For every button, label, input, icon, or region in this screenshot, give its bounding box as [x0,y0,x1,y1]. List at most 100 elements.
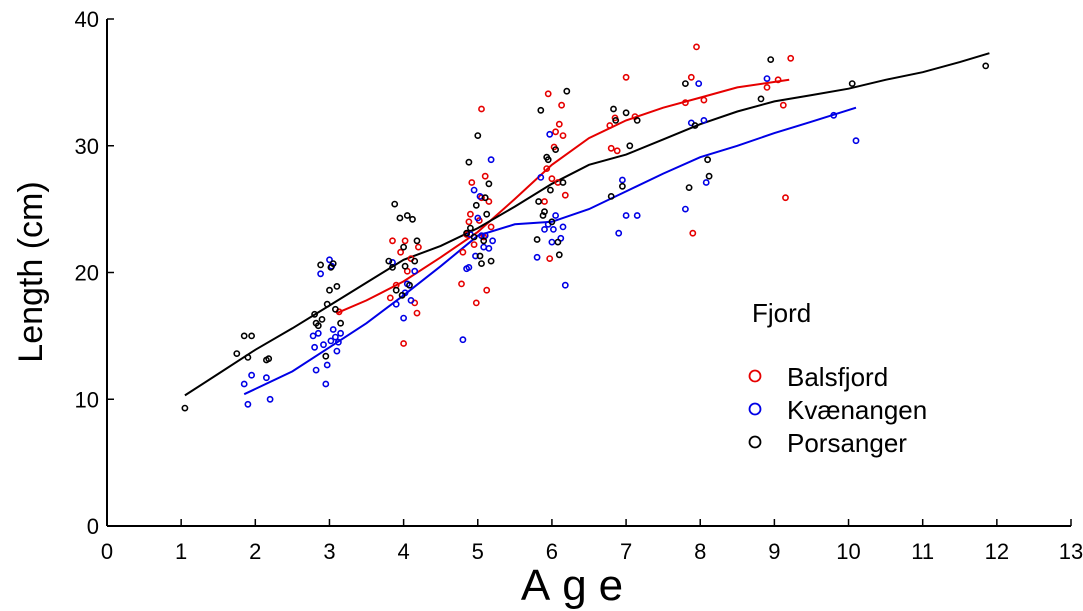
data-point [763,75,771,82]
data-point [240,332,248,340]
y-tick-label: 20 [75,261,99,286]
x-tick-label: 4 [397,539,409,564]
data-point [472,201,480,209]
data-point [705,172,713,180]
data-point [400,243,407,251]
data-point [606,122,614,129]
trend-line-porsanger [184,52,990,397]
data-point [763,84,771,91]
data-point [474,214,482,222]
data-point [848,80,856,87]
data-point [548,218,556,226]
data-point [323,300,331,308]
x-tick-label: 3 [323,539,335,564]
data-point [612,117,620,124]
data-point [317,270,324,278]
data-points [181,43,990,412]
data-point [561,281,569,289]
data-point [559,132,567,139]
data-point [779,101,787,109]
data-point [386,294,394,302]
data-point [487,257,495,265]
data-point [548,175,556,183]
data-point [244,400,252,408]
data-point [476,252,484,260]
x-tick-label: 7 [620,539,632,564]
data-point [248,371,255,379]
data-point [546,255,554,262]
x-tick-label: 9 [768,539,780,564]
data-point [389,263,396,271]
data-point [233,350,241,357]
data-point [459,248,467,256]
data-point [400,340,407,347]
data-point [982,62,990,70]
x-tick-label: 13 [1059,539,1083,564]
data-point [622,212,630,219]
data-point [541,225,548,233]
data-point [693,43,700,51]
data-point [757,95,765,103]
data-point [633,117,641,124]
data-point [465,158,473,166]
data-point [331,305,339,313]
data-point [615,229,623,237]
data-point [480,237,488,245]
data-point [702,179,710,186]
data-point [262,374,270,382]
data-point [322,352,330,360]
axis-labels: Age Length (cm) [12,181,623,610]
data-point [537,106,545,114]
data-point [633,212,641,219]
y-tick-label: 40 [75,7,99,32]
x-tick-label: 1 [175,539,187,564]
data-point [695,80,703,87]
data-point [544,156,552,164]
legend-label-balsfjord: Balsfjord [787,362,888,392]
data-point [465,263,473,271]
legend-label-porsanger: Porsanger [787,428,907,458]
data-point [554,238,562,246]
data-point [559,179,567,186]
data-point [550,225,557,233]
data-point [311,343,318,351]
data-point [561,191,569,199]
data-point [323,361,331,369]
data-point [487,223,495,231]
data-point [465,218,473,226]
data-point [546,130,554,138]
data-point [552,128,559,136]
x-tick-label: 10 [836,539,860,564]
x-tick-label: 5 [472,539,484,564]
data-point [687,73,695,81]
data-point [607,144,615,152]
data-point [398,291,406,299]
data-point [489,237,496,245]
data-point [852,137,860,145]
y-tick-label: 10 [75,387,99,412]
data-point [700,96,708,104]
data-point [403,212,411,219]
data-point [329,326,337,333]
data-point [555,120,563,128]
x-tick-label: 0 [101,539,113,564]
trend-line-balsfjord [336,78,790,315]
trend-lines [184,52,990,397]
data-point [613,147,621,155]
data-point [406,281,413,289]
x-tick-label: 2 [249,539,261,564]
data-point [689,229,697,237]
data-point [682,80,689,87]
data-point [552,146,559,153]
y-tick-label: 0 [87,514,99,539]
data-point [470,186,478,194]
data-point [411,267,419,275]
legend-marker-balsfjord [748,369,762,383]
data-point [547,186,554,194]
data-point [682,205,689,213]
data-point [485,198,493,205]
data-point [470,241,478,248]
data-point [329,260,337,267]
legend-title: Fjord [752,298,811,328]
